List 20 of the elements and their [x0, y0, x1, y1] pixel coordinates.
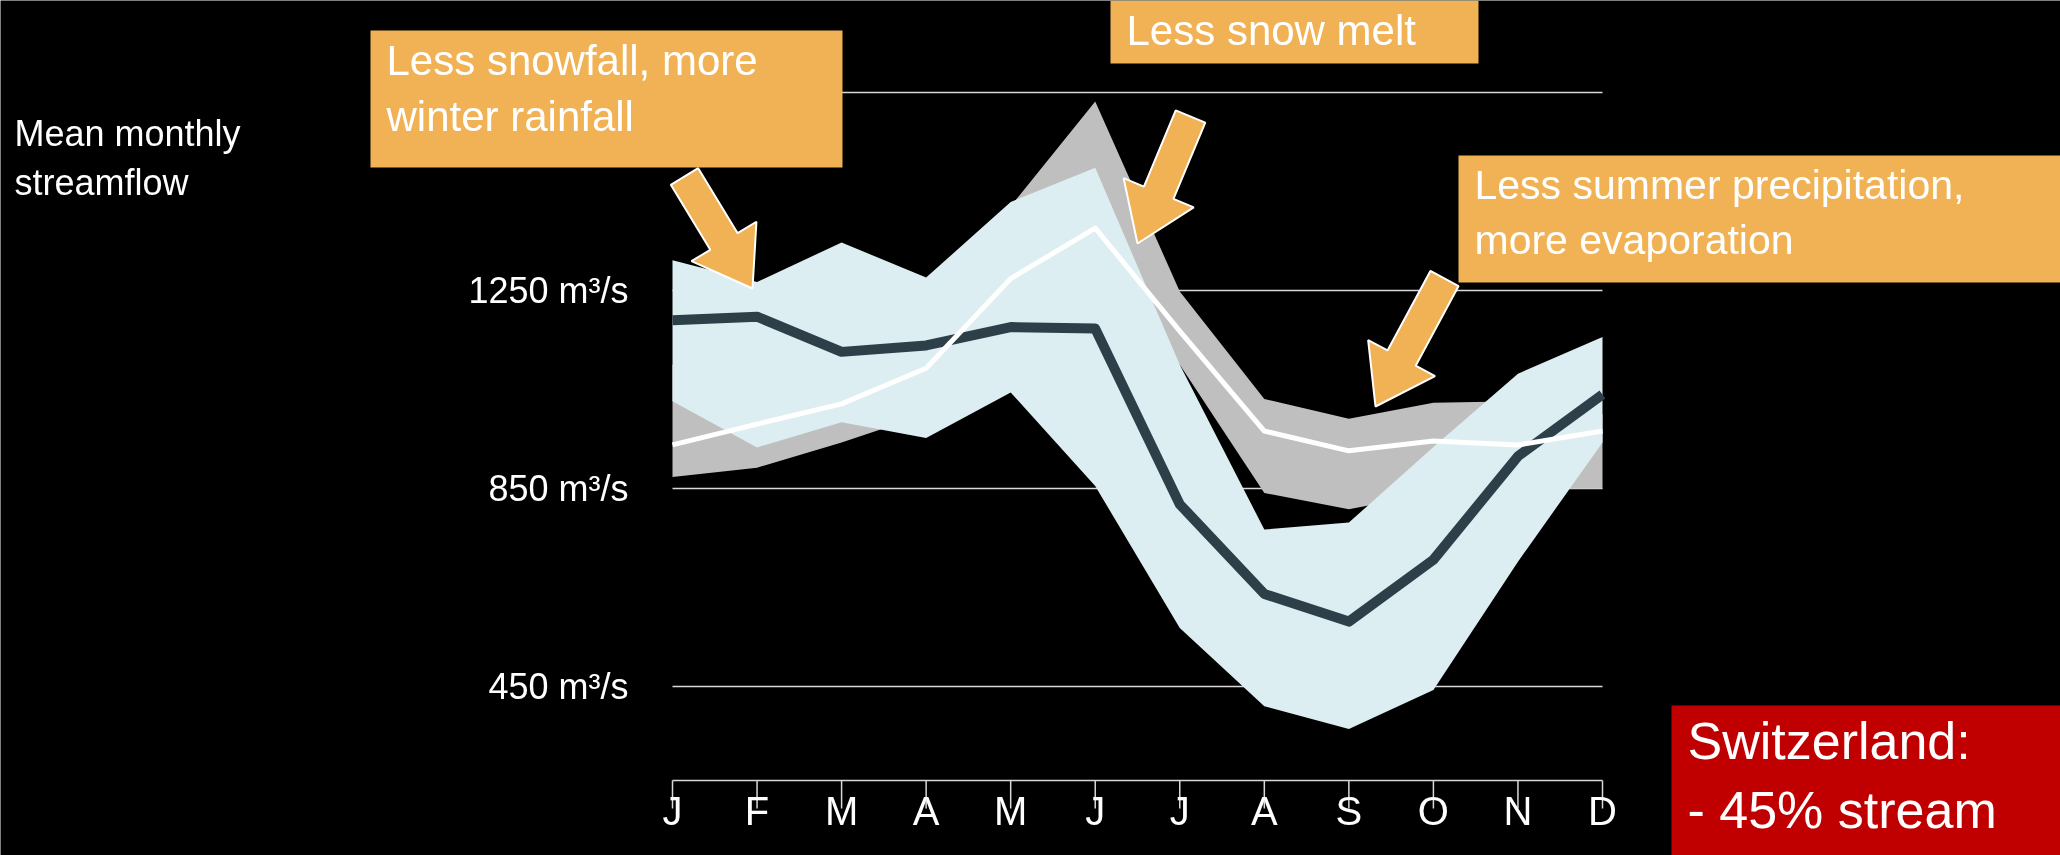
x-tick-label: J: [1169, 788, 1190, 833]
x-tick-label: O: [1417, 788, 1449, 833]
annotation: Less summer precipitation, more evaporation: [1474, 161, 1965, 263]
x-tick-label: A: [912, 788, 940, 833]
x-tick-label: M: [994, 788, 1028, 833]
x-tick-label: A: [1250, 788, 1278, 833]
x-tick-label: D: [1588, 788, 1617, 833]
x-tick-label: J: [1085, 788, 1106, 833]
x-tick-label: M: [824, 788, 859, 833]
x-tick-label: F: [744, 788, 770, 833]
x-tick-label: S: [1335, 788, 1363, 833]
y-tick-label: 450 m³/s: [488, 665, 629, 707]
y-tick-label: 850 m³/s: [488, 467, 629, 509]
x-tick-label: N: [1503, 788, 1533, 833]
text: Less snow melt: [1126, 6, 1417, 54]
text: Switzerland: - 45% stream: [1687, 711, 1997, 840]
annotation: Less snowfall, more winter rainfall: [385, 36, 758, 140]
x-tick-label: J: [662, 788, 683, 833]
text: Mean monthly streamflow: [14, 112, 241, 203]
y-tick-label: 1250 m³/s: [468, 269, 629, 311]
